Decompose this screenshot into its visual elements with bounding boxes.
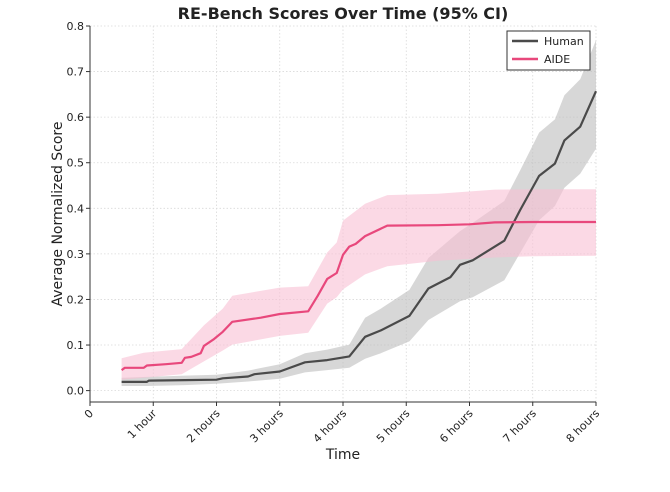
legend-box (506, 30, 591, 71)
y-tick-label: 0.1 (67, 339, 85, 352)
confidence-bands (121, 40, 596, 386)
series-line-aide (120, 220, 596, 371)
chart-title: RE-Bench Scores Over Time (95% CI) (178, 4, 509, 23)
legend-label-aide: AIDE (544, 53, 570, 66)
y-tick-label: 0.0 (67, 385, 85, 398)
ci-band-aide (121, 189, 596, 380)
y-tick-label: 0.2 (67, 293, 85, 306)
y-tick-label: 0.3 (67, 248, 85, 261)
y-tick-label: 0.5 (67, 157, 85, 170)
y-tick-label: 0.6 (67, 111, 85, 124)
y-tick-label: 0.4 (67, 202, 85, 215)
y-tick-label: 0.8 (67, 20, 85, 33)
legend-label-human: Human (544, 35, 584, 48)
series-line-human (121, 90, 598, 383)
series-lines (120, 90, 598, 383)
y-tick-label: 0.7 (67, 66, 85, 79)
y-axis-title: Average Normalized Score (50, 122, 66, 307)
legend: Human AIDE (506, 30, 591, 71)
x-axis-title: Time (325, 447, 360, 463)
